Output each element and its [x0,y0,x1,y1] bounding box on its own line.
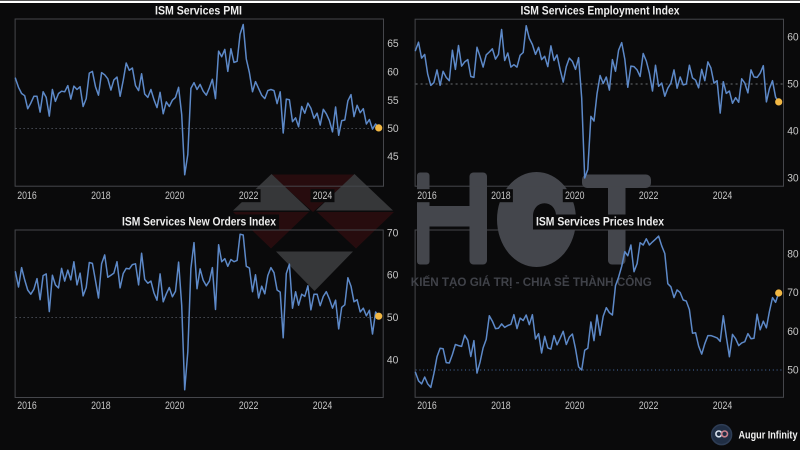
svg-text:2020: 2020 [565,190,585,202]
svg-text:40: 40 [787,126,799,138]
svg-text:65: 65 [387,38,399,50]
svg-text:2024: 2024 [713,190,733,202]
svg-text:2020: 2020 [565,400,585,412]
svg-text:2024: 2024 [313,400,333,412]
svg-text:60: 60 [387,270,399,282]
svg-text:2016: 2016 [417,400,437,412]
svg-text:50: 50 [387,312,399,324]
svg-text:2022: 2022 [239,190,259,202]
svg-text:2018: 2018 [91,400,111,412]
svg-text:50: 50 [787,365,799,377]
svg-text:2024: 2024 [713,400,733,412]
svg-text:2020: 2020 [165,190,185,202]
svg-text:2022: 2022 [639,400,659,412]
svg-text:ISM Services New Orders Index: ISM Services New Orders Index [122,215,276,229]
svg-text:70: 70 [787,287,799,299]
svg-text:ISM Services Prices Index: ISM Services Prices Index [536,215,664,229]
svg-text:40: 40 [387,354,399,366]
svg-text:2018: 2018 [91,190,111,202]
svg-text:60: 60 [787,326,799,338]
svg-text:55: 55 [387,95,399,107]
svg-text:50: 50 [787,79,799,91]
svg-text:2022: 2022 [239,400,259,412]
svg-text:KIẾN TẠO GIÁ TRỊ - CHIA SẺ THÀ: KIẾN TẠO GIÁ TRỊ - CHIA SẺ THÀNH CÔNG [411,274,652,289]
svg-text:2020: 2020 [165,400,185,412]
svg-text:ISM Services PMI: ISM Services PMI [155,4,242,18]
svg-text:2024: 2024 [313,190,333,202]
svg-text:50: 50 [387,123,399,135]
svg-text:2018: 2018 [491,190,511,202]
svg-text:Augur Infinity: Augur Infinity [739,430,799,442]
svg-text:70: 70 [387,227,399,239]
svg-text:45: 45 [387,151,399,163]
svg-text:30: 30 [787,173,799,185]
svg-text:80: 80 [787,248,799,260]
svg-text:60: 60 [787,32,799,44]
svg-text:60: 60 [387,67,399,79]
svg-text:2016: 2016 [17,190,37,202]
svg-text:2016: 2016 [417,190,437,202]
svg-text:2018: 2018 [491,400,511,412]
svg-text:2022: 2022 [639,190,659,202]
svg-text:ISM Services Employment Index: ISM Services Employment Index [521,4,680,18]
svg-text:2016: 2016 [17,400,37,412]
